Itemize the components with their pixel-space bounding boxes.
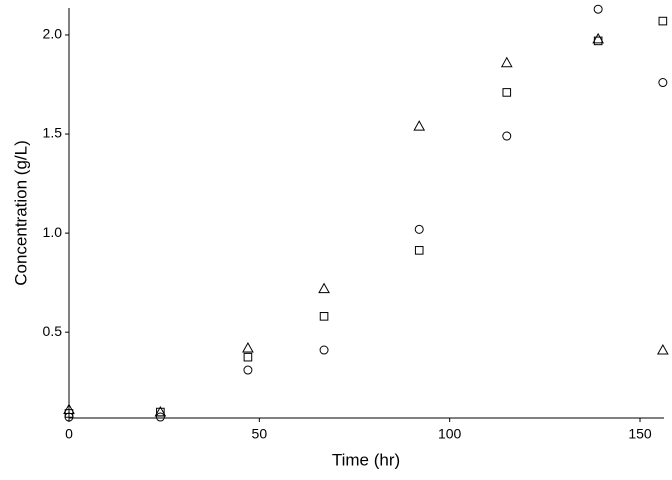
x-tick-label: 100 <box>438 426 462 442</box>
point <box>318 282 330 294</box>
x-axis-title: Time (hr) <box>332 450 400 469</box>
point <box>154 406 167 417</box>
x-tick-label: 50 <box>252 426 268 442</box>
point <box>657 344 669 355</box>
point <box>242 342 254 353</box>
x-tick-label: 150 <box>628 426 652 442</box>
point <box>414 246 424 255</box>
point <box>319 345 329 355</box>
point <box>500 56 513 68</box>
point <box>502 131 512 141</box>
point <box>592 32 604 44</box>
point <box>155 412 165 422</box>
point <box>414 224 424 234</box>
point <box>658 78 668 88</box>
x-tick-label: 0 <box>65 426 73 442</box>
point <box>413 120 426 131</box>
point <box>243 365 253 375</box>
point <box>658 16 668 26</box>
y-tick-label: 0.5 <box>43 323 63 339</box>
point <box>63 403 75 414</box>
y-tick-label: 2.0 <box>43 26 63 42</box>
y-axis-title: Concentration (g/L) <box>11 140 30 286</box>
y-tick-label: 1.5 <box>43 125 63 141</box>
point <box>319 312 329 321</box>
point <box>593 4 603 14</box>
y-tick-label: 1.0 <box>43 224 63 240</box>
point <box>243 352 253 362</box>
point <box>502 88 512 97</box>
